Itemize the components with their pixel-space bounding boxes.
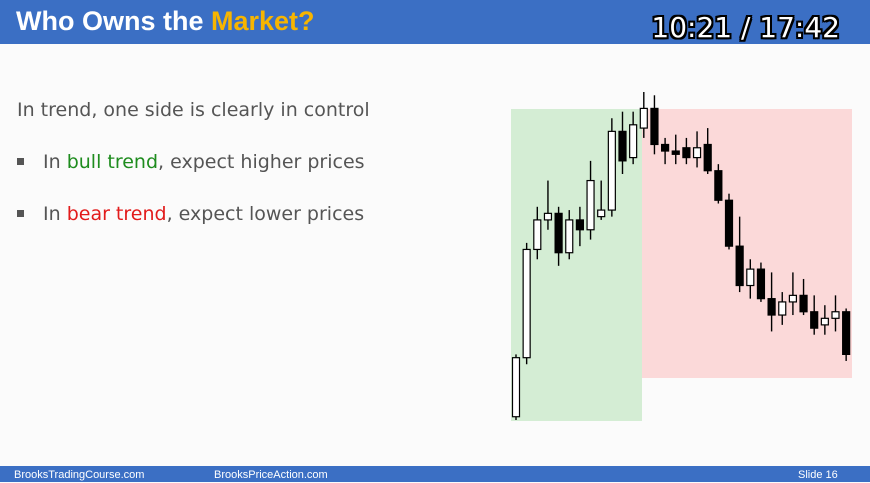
candle bbox=[650, 95, 659, 155]
candle bbox=[703, 128, 712, 174]
candle bbox=[778, 292, 787, 325]
candle bbox=[618, 111, 627, 174]
zone-bear-trend bbox=[642, 109, 852, 378]
bullet-pre: In bbox=[43, 203, 67, 225]
bull-trend-term: bull trend bbox=[66, 151, 159, 173]
bullet-square-icon bbox=[17, 158, 24, 165]
candle bbox=[554, 206, 563, 266]
candle bbox=[575, 206, 585, 247]
title-prefix: Who Owns the bbox=[16, 6, 211, 36]
footer-site-course: BrooksTradingCourse.com bbox=[14, 469, 145, 481]
candle bbox=[820, 305, 829, 335]
candle bbox=[746, 259, 755, 299]
candle bbox=[756, 262, 766, 302]
header-bar: Who Owns the Market? bbox=[0, 0, 870, 44]
bullet-bull-trend: In bull trend, expect higher prices bbox=[17, 148, 370, 176]
candle bbox=[533, 206, 542, 260]
title-highlight: Market? bbox=[211, 6, 315, 36]
video-timestamp: 10:21 / 17:42 bbox=[651, 11, 840, 44]
footer-site-priceaction: BrooksPriceAction.com bbox=[214, 469, 328, 481]
footer-bar: BrooksTradingCourse.com BrooksPriceActio… bbox=[0, 466, 870, 482]
candle bbox=[724, 193, 734, 250]
bullet-post: , expect higher prices bbox=[158, 151, 365, 173]
candle bbox=[788, 272, 798, 316]
bullet-square-icon bbox=[17, 210, 24, 217]
candle bbox=[692, 131, 702, 168]
candle bbox=[607, 118, 616, 217]
candle bbox=[735, 216, 744, 293]
bullet-post: , expect lower prices bbox=[166, 203, 365, 225]
candle bbox=[714, 164, 723, 204]
candle bbox=[543, 180, 553, 230]
candle bbox=[639, 92, 648, 138]
candle bbox=[767, 272, 776, 332]
bullet-pre: In bbox=[43, 151, 67, 173]
candle bbox=[831, 295, 840, 332]
candle bbox=[671, 134, 680, 165]
candle bbox=[660, 137, 670, 165]
headline: In trend, one side is clearly in control bbox=[17, 99, 370, 121]
candle bbox=[565, 210, 574, 260]
candle bbox=[522, 242, 531, 365]
bear-trend-term: bear trend bbox=[66, 203, 167, 225]
candle bbox=[682, 137, 691, 165]
candle bbox=[629, 111, 638, 165]
candle bbox=[511, 354, 521, 420]
slide-title: Who Owns the Market? bbox=[16, 4, 315, 38]
slide-body: In trend, one side is clearly in control… bbox=[17, 96, 370, 228]
candle bbox=[842, 308, 851, 361]
candle bbox=[799, 278, 808, 316]
slide-number: Slide 16 bbox=[798, 469, 838, 481]
bullet-bear-trend: In bear trend, expect lower prices bbox=[17, 200, 370, 228]
candle bbox=[586, 160, 595, 240]
candle bbox=[810, 295, 819, 335]
candle bbox=[597, 180, 606, 220]
